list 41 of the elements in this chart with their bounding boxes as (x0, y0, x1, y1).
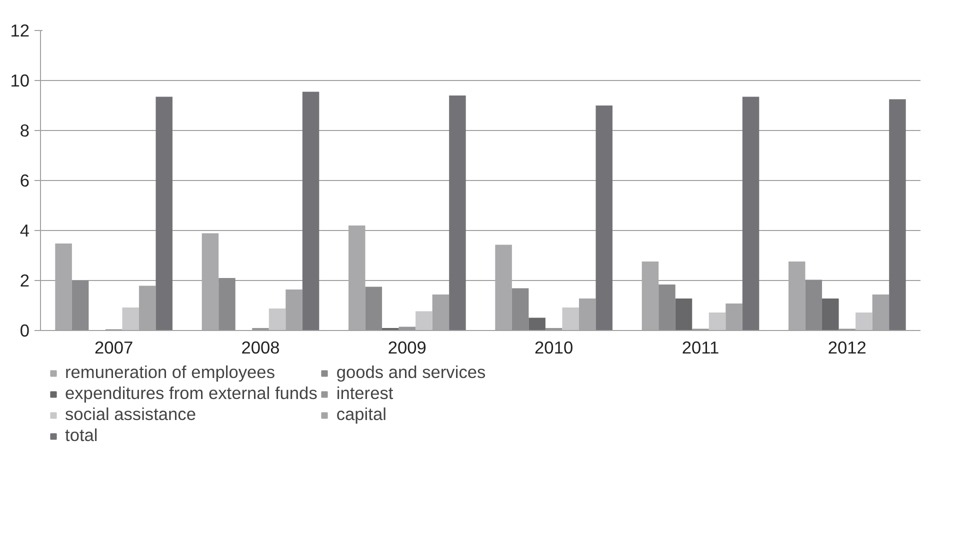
bar (675, 298, 692, 330)
legend-label: total (65, 425, 98, 446)
legend-label: social assistance (65, 404, 196, 425)
bar (822, 298, 839, 330)
bar (596, 106, 612, 330)
x-tick-label: 2010 (534, 338, 574, 358)
bar (512, 288, 529, 330)
bar (889, 99, 906, 330)
bar (72, 280, 89, 330)
legend-label: goods and services (336, 362, 486, 383)
y-tick-label: 0 (20, 320, 30, 340)
bar (658, 284, 676, 330)
bar (562, 308, 579, 330)
y-tick-label: 2 (20, 270, 30, 290)
x-tick-label: 2009 (388, 338, 426, 358)
bar (742, 96, 760, 330)
x-tick-label: 2012 (828, 338, 866, 358)
x-tick-label: 2008 (241, 338, 280, 358)
y-tick-label: 8 (20, 120, 30, 140)
bar (805, 280, 822, 330)
y-tick-label: 6 (20, 170, 30, 190)
bar (449, 96, 466, 330)
bar (268, 308, 286, 330)
legend-label: remuneration of employees (65, 362, 275, 383)
y-tick-label: 12 (10, 20, 30, 40)
legend-label: expenditures from external funds (65, 383, 318, 404)
bar (416, 311, 432, 330)
bar (365, 286, 382, 330)
legend-label: capital (336, 404, 386, 425)
bar (156, 96, 172, 330)
bar (708, 312, 726, 330)
bar (856, 312, 872, 330)
legend-label: interest (336, 383, 394, 404)
x-tick-label: 2011 (682, 338, 720, 358)
y-tick-label: 4 (20, 220, 30, 240)
x-tick-label: 2007 (94, 338, 134, 358)
bar (528, 318, 546, 330)
bar (218, 278, 236, 330)
bar (122, 308, 139, 330)
bar (302, 92, 320, 330)
y-tick-label: 10 (10, 70, 30, 90)
